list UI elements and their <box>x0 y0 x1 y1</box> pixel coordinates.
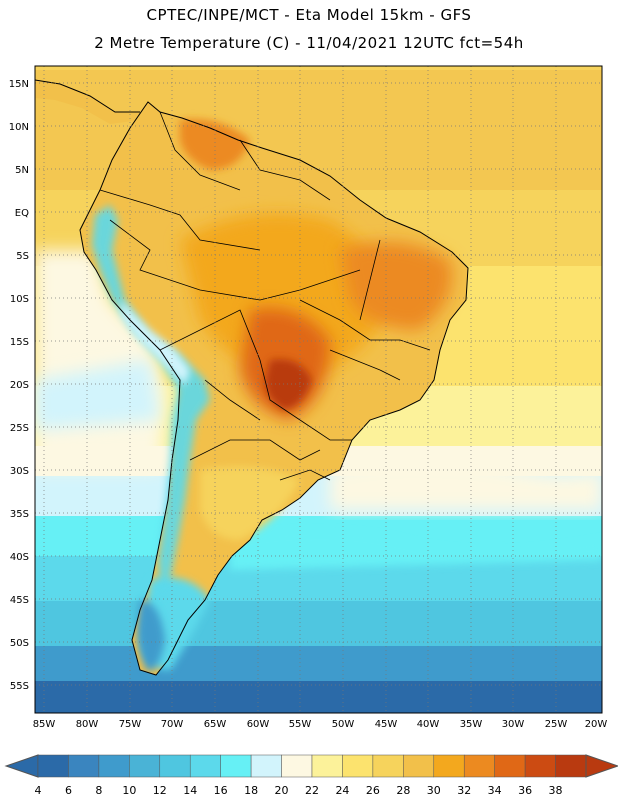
colorbar-swatch <box>494 754 526 778</box>
pacific-cooler-water <box>35 360 160 430</box>
lon-label: 30W <box>502 719 525 730</box>
cold-zone-southern-tip <box>137 600 165 672</box>
lat-label: EQ <box>15 208 29 219</box>
hot-zone-amazon <box>180 213 390 380</box>
colorbar-label: 18 <box>244 784 258 797</box>
lat-label: 30S <box>10 466 29 477</box>
lat-label: 35S <box>10 509 29 520</box>
colorbar-swatch <box>37 754 69 778</box>
temperature-field <box>35 66 602 713</box>
lat-label: 20S <box>10 380 29 391</box>
lat-label: 15S <box>10 337 29 348</box>
colorbar-label: 38 <box>549 784 563 797</box>
colorbar: 4 6 8 10 12 14 16 18 20 22 24 26 28 30 32 34 36 38 <box>4 754 618 797</box>
colorbar-label: 30 <box>427 784 441 797</box>
lat-label: 45S <box>10 595 29 606</box>
lat-label: 50S <box>10 638 29 649</box>
atlantic-wave <box>330 460 602 510</box>
colorbar-label: 24 <box>335 784 349 797</box>
lat-label: 10S <box>10 294 29 305</box>
colorbar-label: 6 <box>65 784 72 797</box>
colorbar-swatch <box>98 754 130 778</box>
lat-label: 5S <box>16 251 29 262</box>
band-ocean-12 <box>35 601 602 646</box>
band-ocean-8 <box>35 646 602 681</box>
title-line-2: 2 Metre Temperature (C) - 11/04/2021 12U… <box>94 34 524 52</box>
colorbar-swatch <box>433 754 465 778</box>
colorbar-swatch <box>68 754 100 778</box>
colorbar-label: 26 <box>366 784 380 797</box>
lat-label: 15N <box>9 79 29 90</box>
lon-label: 80W <box>76 719 99 730</box>
colorbar-label: 16 <box>214 784 228 797</box>
colorbar-label: 4 <box>35 784 42 797</box>
colorbar-label: 20 <box>275 784 289 797</box>
title-line-1: CPTEC/INPE/MCT - Eta Model 15km - GFS <box>146 6 472 24</box>
lon-label: 85W <box>33 719 56 730</box>
latitude-axis: 15N 10N 5N EQ 5S 10S 15S 20S 25S 30S 35S… <box>9 79 29 692</box>
lon-label: 55W <box>289 719 312 730</box>
lat-label: 25S <box>10 423 29 434</box>
altiplano <box>120 300 190 385</box>
colorbar-label: 36 <box>518 784 532 797</box>
colorbar-swatch <box>281 754 313 778</box>
colorbar-label: 12 <box>153 784 167 797</box>
hot-zone-venezuela <box>180 119 250 170</box>
colorbar-swatch <box>250 754 282 778</box>
lat-label: 40S <box>10 552 29 563</box>
lon-label: 75W <box>119 719 142 730</box>
country-borders <box>99 111 431 481</box>
lat-label: 5N <box>15 165 29 176</box>
lat-label: 55S <box>10 681 29 692</box>
colorbar-label: 28 <box>396 784 410 797</box>
colorbar-arrow-left <box>4 754 39 778</box>
lon-label: 45W <box>375 719 398 730</box>
colorbar-label: 14 <box>183 784 197 797</box>
colorbar-label: 22 <box>305 784 319 797</box>
lon-label: 20W <box>585 719 608 730</box>
longitude-axis: 85W 80W 75W 70W 65W 60W 55W 50W 45W 40W … <box>33 719 608 730</box>
lon-label: 70W <box>161 719 184 730</box>
colorbar-label: 34 <box>488 784 502 797</box>
lon-label: 60W <box>247 719 270 730</box>
colorbar-swatch <box>129 754 161 778</box>
colorbar-label: 8 <box>95 784 102 797</box>
colorbar-swatch <box>220 754 252 778</box>
atlantic-cold-tongue <box>230 531 602 570</box>
grid-lines <box>35 66 602 713</box>
colorbar-swatch <box>403 754 435 778</box>
colorbar-label: 32 <box>457 784 471 797</box>
lon-label: 35W <box>460 719 483 730</box>
lon-label: 40W <box>417 719 440 730</box>
colorbar-swatch <box>555 754 587 778</box>
colorbar-swatch <box>463 754 495 778</box>
colorbar-swatch <box>311 754 343 778</box>
lon-label: 65W <box>204 719 227 730</box>
colorbar-arrow-right <box>585 754 618 778</box>
colorbar-swatch <box>342 754 374 778</box>
colorbar-swatch <box>189 754 221 778</box>
map-frame <box>34 65 603 714</box>
cool-zone-pampas <box>200 466 300 540</box>
colorbar-swatch <box>524 754 556 778</box>
hot-spot-peak <box>265 359 312 410</box>
lon-label: 25W <box>545 719 568 730</box>
lat-label: 10N <box>9 122 29 133</box>
central-america <box>35 80 140 124</box>
colorbar-swatch <box>372 754 404 778</box>
lon-label: 50W <box>332 719 355 730</box>
colorbar-label: 10 <box>122 784 136 797</box>
coastline <box>79 101 469 676</box>
colorbar-swatch <box>159 754 191 778</box>
hot-zone-northeast <box>340 242 452 330</box>
band-ocean-4 <box>35 681 602 713</box>
